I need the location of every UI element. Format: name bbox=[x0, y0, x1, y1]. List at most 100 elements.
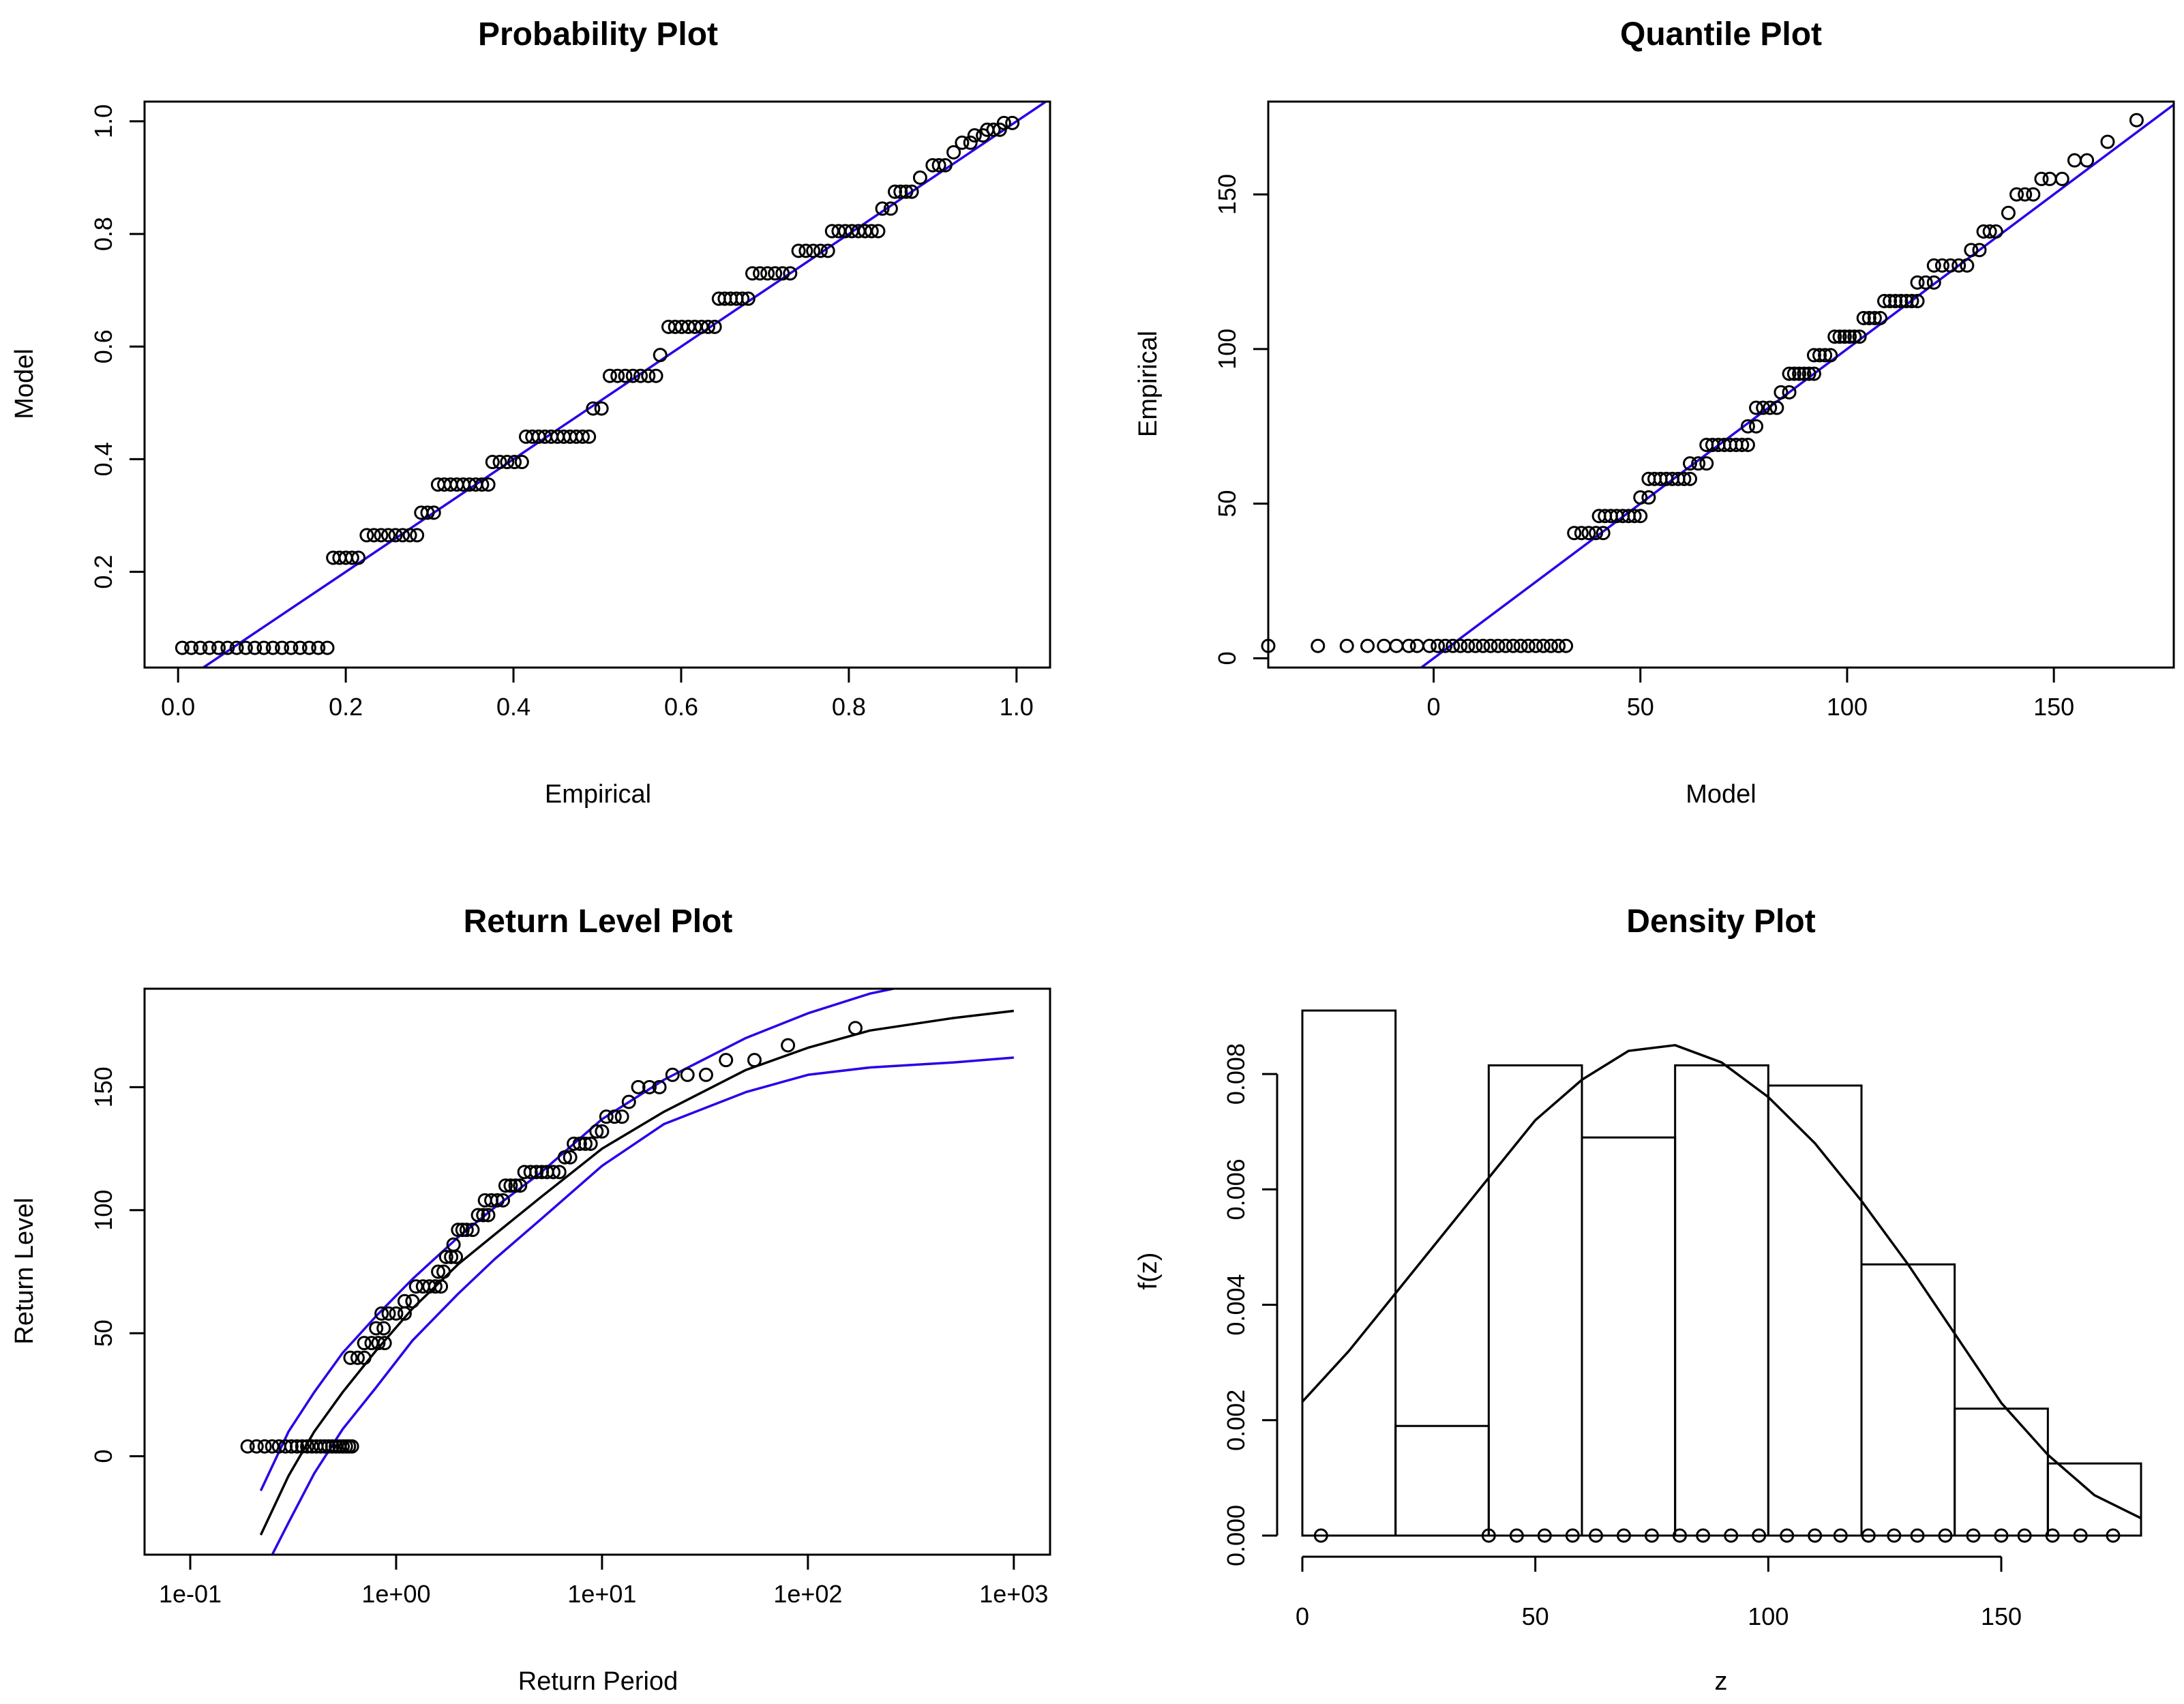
probability-plot-marks bbox=[175, 102, 1049, 668]
return-level-plot-x-tick-label: 1e+03 bbox=[979, 1580, 1048, 1608]
quantile-plot-y-tick-label: 100 bbox=[1213, 329, 1241, 370]
quantile-plot-point bbox=[1683, 456, 1698, 471]
quantile-plot-point bbox=[1377, 638, 1392, 653]
probability-plot-x-tick-label: 0.8 bbox=[832, 693, 866, 721]
probability-plot-point bbox=[899, 184, 914, 199]
probability-plot-point bbox=[256, 640, 271, 655]
return-level-point bbox=[431, 1264, 446, 1279]
data-rug-point bbox=[1724, 1528, 1739, 1543]
return-level-point bbox=[665, 1067, 680, 1082]
return-level-plot-xlabel: Return Period bbox=[518, 1667, 678, 1696]
return-level-point bbox=[284, 1439, 299, 1454]
return-level-point bbox=[652, 1079, 667, 1094]
quantile-plot-marks bbox=[1261, 104, 2174, 668]
probability-plot-point bbox=[500, 455, 515, 470]
quantile-plot-point bbox=[1483, 638, 1498, 653]
quantile-plot-point bbox=[1627, 509, 1642, 524]
quantile-plot-point bbox=[1683, 471, 1698, 486]
quantile-plot-point bbox=[1559, 638, 1574, 653]
quantile-plot-point bbox=[1596, 526, 1611, 541]
quantile-plot-point bbox=[1867, 310, 1882, 325]
histogram-bar bbox=[1581, 1136, 1677, 1537]
quantile-plot-point bbox=[1988, 224, 2003, 239]
quantile-plot-point bbox=[1446, 638, 1461, 653]
probability-plot-point bbox=[293, 640, 308, 655]
probability-plot-y-tick-label: 0.4 bbox=[89, 442, 117, 476]
quantile-plot-point bbox=[2034, 171, 2049, 186]
probability-plot-point bbox=[883, 201, 898, 216]
density-plot-ylabel: f(z) bbox=[1134, 1253, 1163, 1290]
return-level-plot-title: Return Level Plot bbox=[464, 903, 733, 940]
quantile-plot-point bbox=[2054, 171, 2069, 186]
return-level-point bbox=[614, 1109, 629, 1124]
data-rug-point bbox=[1313, 1528, 1328, 1543]
probability-plot-y-tick-label: 1.0 bbox=[89, 104, 117, 138]
density-plot-y-tick-label: 0.002 bbox=[1222, 1390, 1250, 1451]
return-level-point bbox=[459, 1223, 474, 1238]
return-level-plot-x-tick-label: 1e-01 bbox=[159, 1580, 222, 1608]
return-level-point bbox=[781, 1038, 796, 1053]
return-level-point bbox=[321, 1439, 336, 1454]
quantile-plot-point bbox=[2018, 187, 2033, 202]
return-level-point bbox=[428, 1279, 443, 1294]
quantile-plot-point bbox=[1409, 638, 1424, 653]
quantile-plot-point bbox=[1498, 638, 1513, 653]
probability-plot-point bbox=[653, 348, 668, 363]
probability-plot-point bbox=[648, 368, 663, 383]
data-rug-point bbox=[1833, 1528, 1848, 1543]
probability-plot-point bbox=[481, 477, 496, 492]
quantile-plot-point bbox=[1740, 437, 1755, 452]
data-rug-point bbox=[2073, 1528, 2088, 1543]
probability-plot-point bbox=[996, 115, 1011, 130]
return-level-point bbox=[434, 1279, 449, 1294]
probability-plot-point bbox=[575, 429, 590, 444]
return-level-point bbox=[357, 1350, 372, 1365]
return-level-point bbox=[436, 1264, 451, 1279]
quantile-plot-point bbox=[1856, 310, 1871, 325]
return-level-plot-ylabel: Return Level bbox=[10, 1197, 39, 1344]
probability-plot-point bbox=[783, 266, 798, 281]
density-plot-x-tick-label: 0 bbox=[1296, 1602, 1309, 1630]
quantile-plot-y-tick-label: 0 bbox=[1213, 651, 1241, 665]
return-level-point bbox=[572, 1136, 587, 1151]
probability-plot-point bbox=[963, 135, 978, 150]
quantile-plot-point bbox=[1982, 224, 1997, 239]
data-rug-point bbox=[1752, 1528, 1767, 1543]
probability-plot-point bbox=[175, 640, 190, 655]
density-plot-x-tick-label: 150 bbox=[1981, 1602, 2022, 1630]
quantile-plot-point bbox=[1904, 294, 1919, 309]
quantile-plot-point bbox=[2001, 205, 2016, 220]
probability-plot-x-tick-label: 1.0 bbox=[1000, 693, 1034, 721]
probability-plot-x-tick-label: 0.2 bbox=[329, 693, 363, 721]
quantile-plot-point bbox=[1567, 526, 1582, 541]
quantile-plot-point bbox=[1832, 329, 1847, 344]
density-plot-x-tick-label: 50 bbox=[1522, 1602, 1549, 1630]
quantile-plot-point bbox=[1431, 638, 1446, 653]
probability-plot-point bbox=[633, 368, 648, 383]
return-level-point bbox=[405, 1294, 420, 1309]
return-level-point bbox=[240, 1439, 255, 1454]
probability-plot-point bbox=[871, 224, 886, 239]
probability-plot-point bbox=[610, 368, 625, 383]
quantile-plot-point bbox=[1749, 400, 1764, 415]
histogram-bar bbox=[1954, 1407, 2049, 1537]
quantile-plot-point bbox=[1311, 638, 1326, 653]
return-level-point bbox=[578, 1136, 593, 1151]
quantile-plot-point bbox=[2067, 153, 2082, 168]
probability-plot-point bbox=[775, 266, 790, 281]
return-level-point bbox=[455, 1223, 470, 1238]
probability-plot-point bbox=[420, 505, 435, 520]
quantile-plot-point bbox=[1691, 456, 1706, 471]
quantile-plot-point bbox=[1422, 638, 1437, 653]
probability-plot-point bbox=[602, 368, 617, 383]
return-level-point bbox=[290, 1439, 305, 1454]
quantile-plot-point bbox=[1792, 366, 1807, 381]
probability-plot-point bbox=[202, 640, 217, 655]
probability-plot-point bbox=[265, 640, 280, 655]
return-level-plot-x-tick-label: 1e+02 bbox=[773, 1580, 842, 1608]
quantile-plot-point bbox=[1812, 348, 1827, 363]
return-level-point bbox=[848, 1021, 863, 1036]
quantile-plot-point bbox=[2100, 134, 2115, 149]
quantile-plot-point bbox=[1740, 419, 1755, 434]
quantile-plot-point bbox=[1861, 310, 1876, 325]
